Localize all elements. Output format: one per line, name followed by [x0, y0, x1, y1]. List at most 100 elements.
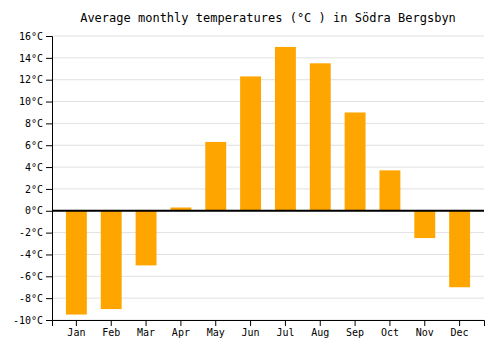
x-tick: Aug: [311, 320, 329, 338]
x-tick: Jul: [276, 320, 294, 338]
y-tick-mark: [46, 123, 52, 124]
x-tick: Mar: [137, 320, 155, 338]
y-tick-mark: [46, 298, 52, 299]
x-tick-label: May: [207, 327, 225, 338]
y-tick-label: 14°C: [19, 53, 43, 64]
y-tick-label: -6°C: [19, 271, 43, 282]
bar: [66, 211, 87, 315]
y-tick-label: -4°C: [19, 249, 43, 260]
x-tick: Nov: [416, 320, 434, 338]
y-tick-label: 6°C: [25, 140, 43, 151]
y-tick-label: 12°C: [19, 74, 43, 85]
y-tick-label: 2°C: [25, 184, 43, 195]
bar: [449, 211, 470, 287]
x-tick-mark: [215, 320, 216, 326]
y-tick: 16°C: [19, 31, 52, 42]
grid-line: [52, 210, 484, 211]
x-tick: Jun: [242, 320, 260, 338]
y-tick: -6°C: [19, 271, 52, 282]
y-tick-mark: [46, 254, 52, 255]
x-tick: Feb: [102, 320, 120, 338]
grid-line: [52, 145, 484, 146]
chart: -10°C -8°C -6°C -4°C -2°C 0°C 2°C 4°C 6°C 8°C 10°C…: [0, 0, 500, 350]
x-tick-label: Oct: [381, 327, 399, 338]
y-tick-mark: [46, 320, 52, 321]
x-tick-mark: [459, 320, 460, 326]
plot: -10°C -8°C -6°C -4°C -2°C 0°C 2°C 4°C 6°C 8°C 10°C…: [13, 31, 485, 338]
y-tick: 8°C: [25, 118, 52, 129]
x-tick-label: Nov: [416, 327, 434, 338]
x-tick-label: Mar: [137, 327, 155, 338]
x-tick-label: Jun: [242, 327, 260, 338]
y-tick-mark: [46, 36, 52, 37]
grid-line: [52, 167, 484, 168]
x-tick: Oct: [381, 320, 399, 338]
y-tick: 14°C: [19, 53, 52, 64]
bar: [345, 112, 366, 210]
y-tick: 6°C: [25, 140, 52, 151]
y-tick-mark: [46, 80, 52, 81]
x-tick-mark: [180, 320, 181, 326]
y-axis-line: [46, 37, 53, 321]
x-tick-mark: [111, 320, 112, 326]
y-tick-mark: [46, 58, 52, 59]
y-tick: -2°C: [19, 227, 52, 238]
y-tick-label: 0°C: [25, 205, 43, 216]
y-tick: 0°C: [25, 205, 52, 216]
x-tick-mark: [424, 320, 425, 326]
grid-line: [52, 101, 484, 102]
x-tick-mark: [250, 320, 251, 326]
y-tick-label: 4°C: [25, 162, 43, 173]
y-tick: -10°C: [13, 315, 52, 326]
y-axis: -10°C -8°C -6°C -4°C -2°C 0°C 2°C 4°C 6°C 8°C 10°C…: [13, 31, 53, 326]
x-axis-line: [53, 321, 485, 327]
y-tick: -8°C: [19, 293, 52, 304]
bar: [275, 47, 296, 211]
y-tick-mark: [46, 145, 52, 146]
grid-line: [52, 36, 484, 37]
bar: [101, 211, 122, 309]
x-tick: Jan: [67, 320, 85, 338]
x-tick-label: Dec: [451, 327, 469, 338]
bar: [240, 76, 261, 210]
x-tick-label: Jul: [276, 327, 294, 338]
x-tick-mark: [389, 320, 390, 326]
y-tick: 2°C: [25, 184, 52, 195]
y-tick: -4°C: [19, 249, 52, 260]
y-tick-label: 8°C: [25, 118, 43, 129]
y-tick-mark: [46, 233, 52, 234]
x-tick-label: Aug: [311, 327, 329, 338]
x-tick: Apr: [172, 320, 190, 338]
y-tick-mark: [46, 102, 52, 103]
y-tick-label: -2°C: [19, 227, 43, 238]
zero-line: [52, 210, 484, 212]
y-tick-label: -10°C: [13, 315, 43, 326]
grid-line: [52, 123, 484, 124]
x-axis: Jan Feb Mar Apr May Jun Jul Aug Sep Oct Nov Dec: [53, 320, 485, 338]
title: Average monthly temperatures (°C ) in Sö…: [80, 11, 456, 25]
y-tick-mark: [46, 167, 52, 168]
x-tick-mark: [285, 320, 286, 326]
grid-line: [52, 57, 484, 58]
y-tick-label: -8°C: [19, 293, 43, 304]
grid-line: [52, 79, 484, 80]
x-tick-mark: [146, 320, 147, 326]
x-tick-label: Jan: [67, 327, 85, 338]
x-tick: Sep: [346, 320, 364, 338]
y-tick-label: 16°C: [19, 31, 43, 42]
y-tick: 4°C: [25, 162, 52, 173]
y-tick-mark: [46, 189, 52, 190]
y-tick-mark: [46, 276, 52, 277]
y-tick-mark: [46, 211, 52, 212]
x-tick-mark: [320, 320, 321, 326]
bar: [379, 170, 400, 210]
y-tick: 10°C: [19, 96, 52, 107]
grid: [52, 36, 484, 320]
y-tick-label: 10°C: [19, 96, 43, 107]
x-tick-label: Feb: [102, 327, 120, 338]
x-tick-label: Apr: [172, 327, 190, 338]
x-tick: Dec: [451, 320, 469, 338]
x-tick-label: Sep: [346, 327, 364, 338]
bar: [205, 142, 226, 211]
bar: [414, 211, 435, 238]
